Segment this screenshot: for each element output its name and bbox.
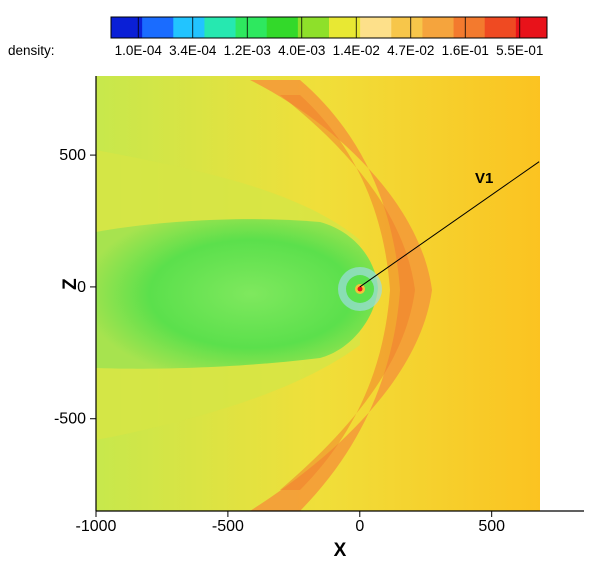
colorbar-segment <box>297 17 330 38</box>
tail-plume <box>96 219 378 369</box>
x-tick-label: 0 <box>355 518 364 535</box>
colorbar-tick-label: 1.2E-03 <box>224 43 271 58</box>
colorbar-segment <box>235 17 268 38</box>
colorbar-title: density: <box>8 43 55 58</box>
y-tick-label: 500 <box>59 147 86 164</box>
v1-trajectory-line <box>359 161 540 288</box>
colorbar-tick-label: 4.0E-03 <box>278 43 325 58</box>
x-tick-label: -500 <box>212 518 244 535</box>
colorbar-tick-label: 1.4E-02 <box>333 43 380 58</box>
density-field <box>96 76 540 511</box>
colorbar-segment <box>142 17 174 38</box>
colorbar-tick-label: 1.0E-04 <box>115 43 163 58</box>
colorbar-segment <box>422 17 455 38</box>
colorbar-tick-label: 1.6E-01 <box>442 43 489 58</box>
colorbar-tick-label: 3.4E-04 <box>169 43 217 58</box>
x-tick-label: 500 <box>478 518 505 535</box>
y-axis-title: Z <box>60 278 81 290</box>
v1-label: V1 <box>475 170 493 187</box>
y-ticks: 500 0 -500 <box>54 147 96 428</box>
x-tick-label: -1000 <box>76 518 117 535</box>
colorbar-tick-label: 5.5E-01 <box>496 43 543 58</box>
colorbar-segment <box>484 17 517 38</box>
x-ticks: -1000 -500 0 500 <box>76 511 505 535</box>
body-dot <box>357 286 363 292</box>
y-tick-label: 0 <box>77 279 86 296</box>
colorbar: 1.0E-04 3.4E-04 1.2E-03 4.0E-03 1.4E-02 4.7E-… <box>110 16 548 58</box>
y-tick-label: -500 <box>54 411 86 428</box>
colorbar-segment <box>111 17 143 38</box>
colorbar-segment <box>360 17 392 38</box>
colorbar-segment <box>173 17 205 38</box>
colorbar-border <box>110 16 548 39</box>
colorbar-segment <box>391 17 423 38</box>
colorbar-segment <box>453 17 486 38</box>
colorbar-segment <box>204 17 237 38</box>
colorbar-tick-label: 4.7E-02 <box>387 43 434 58</box>
colorbar-segment <box>329 17 361 38</box>
colorbar-segment <box>515 17 548 38</box>
colorbar-segment <box>266 17 299 38</box>
x-axis-title: X <box>334 540 347 561</box>
